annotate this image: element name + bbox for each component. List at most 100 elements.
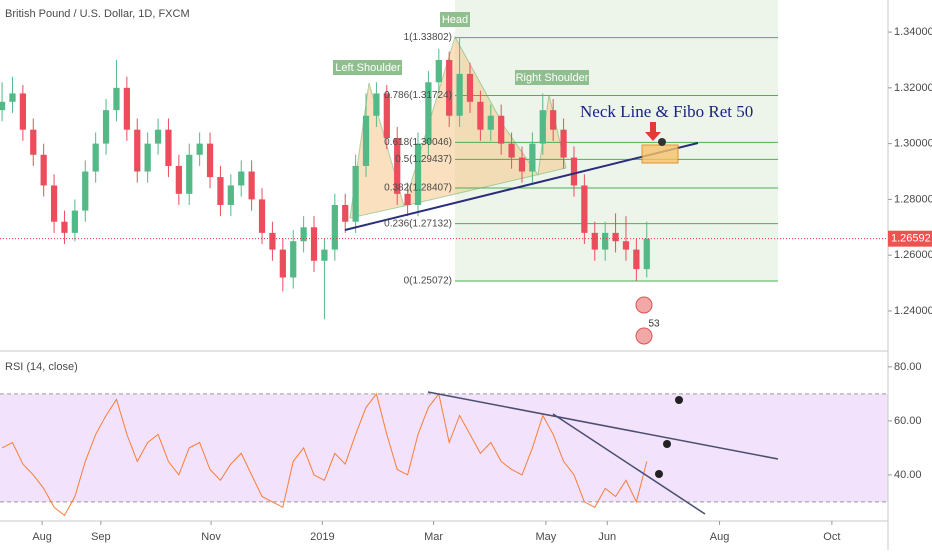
rsi-line [1,392,648,517]
candle-body [269,232,276,250]
candle-body [248,171,255,200]
candle-body [539,110,546,144]
candle-body [550,110,557,130]
candle-body [529,143,536,172]
y-tick-label: 1.28000 [894,193,932,205]
candle-body [456,73,463,116]
rsi-title: RSI (14, close) [5,361,78,373]
fib-label: 0.382(1.28407) [384,183,452,194]
fib-label: 0.618(1.30046) [384,137,452,148]
candle-body [508,143,515,158]
candle-body [487,115,494,130]
candle-body [581,185,588,233]
annotation: Neck Line & Fibo Ret 50 [580,102,753,121]
candle-body [414,143,422,205]
y-tick-label: 1.30000 [894,138,932,150]
candle-body [0,101,6,111]
candle-body [40,154,47,186]
candle-body [394,138,401,194]
eye-icon [655,470,663,478]
last-price-label: 1.26592 [891,233,931,245]
label-bg [515,70,589,85]
chart-title: British Pound / U.S. Dollar, 1D, FXCM [5,8,190,20]
candle-body [61,221,68,233]
candle-body [206,143,214,178]
y-tick-label: 40.00 [894,469,922,481]
candle-body [186,154,193,194]
candle-body [279,249,286,278]
arrow [645,122,661,141]
candle-body [591,232,598,250]
candle-body [352,165,359,222]
x-tick-label: Oct [823,531,840,543]
eye-icon [675,396,683,404]
fib-label: 0.5(1.29437) [395,154,452,165]
candle-body [383,93,390,139]
y-tick-label: 80.00 [894,361,922,373]
candle-body [258,199,266,233]
candle-body [82,171,89,211]
fib-label: 0.236(1.27132) [384,218,452,229]
annotation: Head [442,14,468,26]
candle-body [19,93,26,130]
rsi-trend-line [552,413,706,515]
candle-body [310,227,318,261]
candle-body [92,143,99,172]
candle-body [633,249,640,270]
y-tick-label: 1.34000 [894,26,932,38]
x-tick-label: Aug [710,531,730,543]
candle-body [50,185,58,222]
candle-body [602,232,609,250]
y-tick-label: 60.00 [894,415,922,427]
candle-body [217,177,224,205]
x-tick-label: Aug [32,531,52,543]
annotation: Right Shoulder [516,72,589,84]
candle-body [154,129,162,144]
y-tick-label: 1.24000 [894,305,932,317]
target-box [641,144,679,164]
candle-body [446,59,453,116]
eye-icon [663,440,671,448]
candle-body [560,129,567,158]
x-tick-label: Sep [91,531,111,543]
candle-body [477,101,484,130]
candle-body [300,227,307,242]
candle-body [123,87,130,130]
candle-body [518,157,526,172]
candle-body [290,241,297,278]
candle-body [643,238,650,270]
candle-body [30,129,37,155]
candle-body [71,210,78,233]
rsi-band-zone [0,394,888,502]
candle-body [175,165,182,194]
candle-body [373,93,380,116]
candle-body [238,171,245,186]
candle-body [612,232,619,242]
candle-body [227,185,234,205]
fib-label: 0.786(1.31724) [384,90,452,101]
x-tick-label: Mar [424,531,443,543]
candle-body [622,241,630,250]
candle-body [165,129,172,166]
annotation: Left Shoulder [335,62,401,74]
y-tick-label: 1.32000 [894,82,932,94]
candle-body [435,59,442,83]
label-bg [333,60,402,75]
badge: 53 [648,319,660,330]
candle-body [196,143,203,155]
x-tick-label: Jun [598,531,616,543]
fib-label: 0(1.25072) [404,276,452,287]
y-tick-label: 1.26000 [894,249,932,261]
flag-icon [635,327,653,345]
candle-body [113,87,120,111]
candle-body [144,143,151,172]
candle-body [404,193,411,205]
candle-body [331,204,338,250]
candle-body [134,129,141,172]
fib-label: 1(1.33802) [404,32,452,43]
candle-body [362,115,370,166]
x-tick-label: Nov [201,531,221,543]
x-tick-label: 2019 [310,531,334,543]
candle-body [466,73,474,102]
eye-icon [658,138,666,146]
